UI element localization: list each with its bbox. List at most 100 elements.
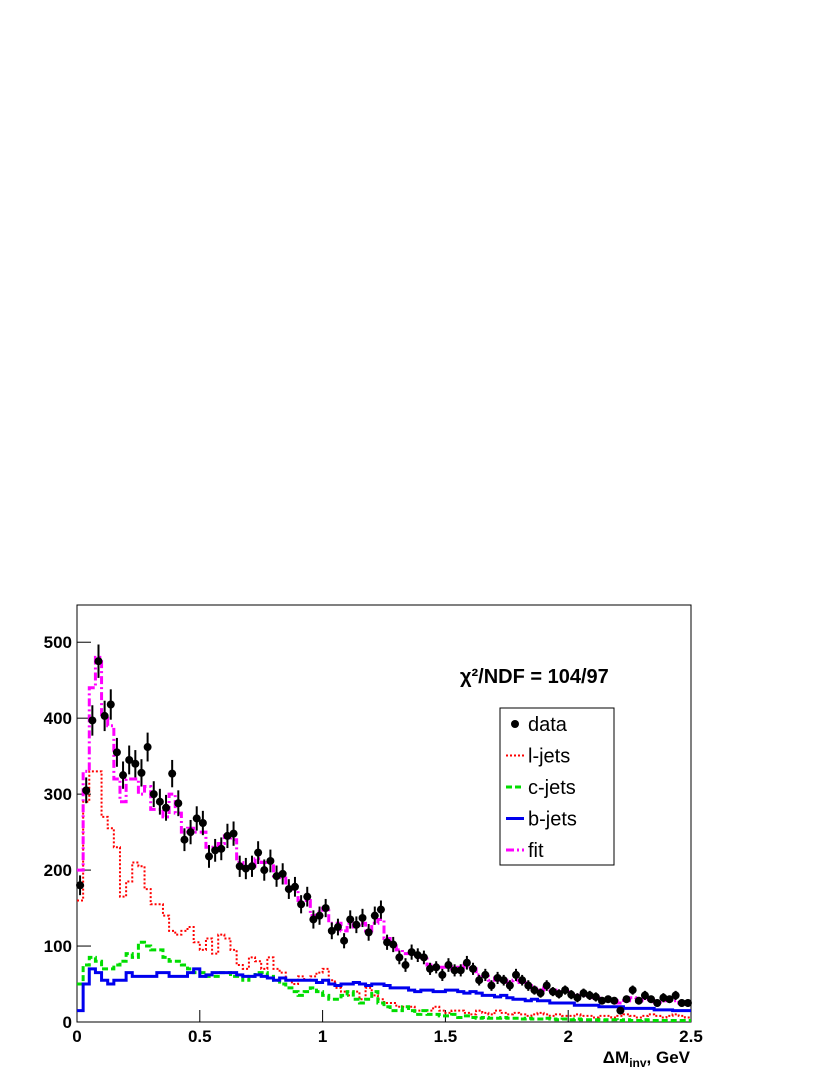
data-point: [597, 996, 606, 1005]
data-point: [616, 1006, 625, 1015]
data-point: [211, 846, 220, 855]
data-point: [634, 996, 643, 1005]
data-point: [162, 803, 171, 812]
legend-label: fit: [528, 840, 544, 862]
legend-label: l-jets: [528, 746, 570, 768]
data-point: [290, 882, 299, 891]
data-point: [671, 991, 680, 1000]
data-point: [223, 831, 232, 840]
data-point: [149, 790, 158, 799]
data-point: [647, 995, 656, 1004]
data-point: [628, 986, 637, 995]
data-point: [143, 743, 152, 752]
data-point: [309, 915, 318, 924]
data-point: [88, 716, 97, 725]
data-point: [487, 981, 496, 990]
data-point: [493, 973, 502, 982]
x-label-sub: inv: [629, 1056, 647, 1070]
data-point: [640, 991, 649, 1000]
histogram-line: [77, 940, 691, 1022]
data-point: [432, 963, 441, 972]
legend-label: b-jets: [528, 809, 577, 831]
data-point: [426, 964, 435, 973]
x-label-main: ΔM: [603, 1048, 629, 1067]
data-point: [475, 976, 484, 985]
data-point: [499, 976, 508, 985]
histogram-line: [77, 967, 691, 1013]
y-tick-label: 400: [44, 709, 72, 728]
data-point: [370, 911, 379, 920]
data-point: [192, 814, 201, 823]
data-point: [530, 986, 539, 995]
data-point: [554, 989, 563, 998]
data-point: [346, 915, 355, 924]
data-point: [407, 948, 416, 957]
data-point: [591, 992, 600, 1001]
x-tick-label: 1: [318, 1027, 327, 1046]
data-point: [665, 995, 674, 1004]
legend-label: data: [528, 714, 568, 736]
data-point: [229, 829, 238, 838]
data-point: [266, 856, 275, 865]
data-point: [401, 961, 410, 970]
data-point: [278, 869, 287, 878]
data-point: [217, 844, 226, 853]
data-point: [419, 953, 428, 962]
data-point: [518, 976, 527, 985]
data-point: [376, 905, 385, 914]
data-point: [579, 989, 588, 998]
x-tick-label: 2: [563, 1027, 572, 1046]
data-point: [315, 911, 324, 920]
y-tick-label: 500: [44, 633, 72, 652]
data-point: [327, 926, 336, 935]
data-point: [137, 768, 146, 777]
data-point: [235, 862, 244, 871]
data-point: [186, 828, 195, 837]
data-point: [94, 657, 103, 666]
data-point: [254, 848, 263, 857]
x-tick-label: 1.5: [434, 1027, 458, 1046]
y-tick-label: 100: [44, 937, 72, 956]
data-point: [82, 786, 91, 795]
data-point: [462, 958, 471, 967]
data-point: [125, 755, 134, 764]
y-tick-label: 0: [63, 1013, 72, 1032]
data-point: [352, 920, 361, 929]
data-point: [174, 799, 183, 808]
data-point: [119, 771, 128, 780]
data-point: [444, 961, 453, 970]
data-point: [542, 981, 551, 990]
histogram-line: [77, 770, 691, 1019]
data-point: [524, 981, 533, 990]
data-point: [456, 966, 465, 975]
data-point: [205, 852, 214, 861]
data-point: [131, 759, 140, 768]
data-point: [247, 862, 256, 871]
data-point: [610, 996, 619, 1005]
data-point: [100, 711, 109, 720]
data-point: [573, 993, 582, 1002]
data-point: [413, 951, 422, 960]
data-point: [297, 900, 306, 909]
data-point: [469, 964, 478, 973]
data-point: [659, 993, 668, 1002]
data-point: [450, 966, 459, 975]
data-point: [383, 938, 392, 947]
data-point: [303, 892, 312, 901]
data-point: [364, 928, 373, 937]
data-point: [677, 999, 686, 1008]
x-tick-label: 2.5: [679, 1027, 703, 1046]
data-point: [180, 835, 189, 844]
x-axis-label: ΔMinv, GeV: [603, 1048, 691, 1070]
data-point: [548, 987, 557, 996]
data-point: [260, 866, 269, 875]
data-point: [112, 748, 121, 757]
data-point: [604, 995, 613, 1004]
data-point: [333, 923, 342, 932]
data-point: [395, 953, 404, 962]
data-point: [168, 769, 177, 778]
data-point: [198, 818, 207, 827]
data-point: [76, 881, 85, 890]
data-point: [241, 864, 250, 873]
